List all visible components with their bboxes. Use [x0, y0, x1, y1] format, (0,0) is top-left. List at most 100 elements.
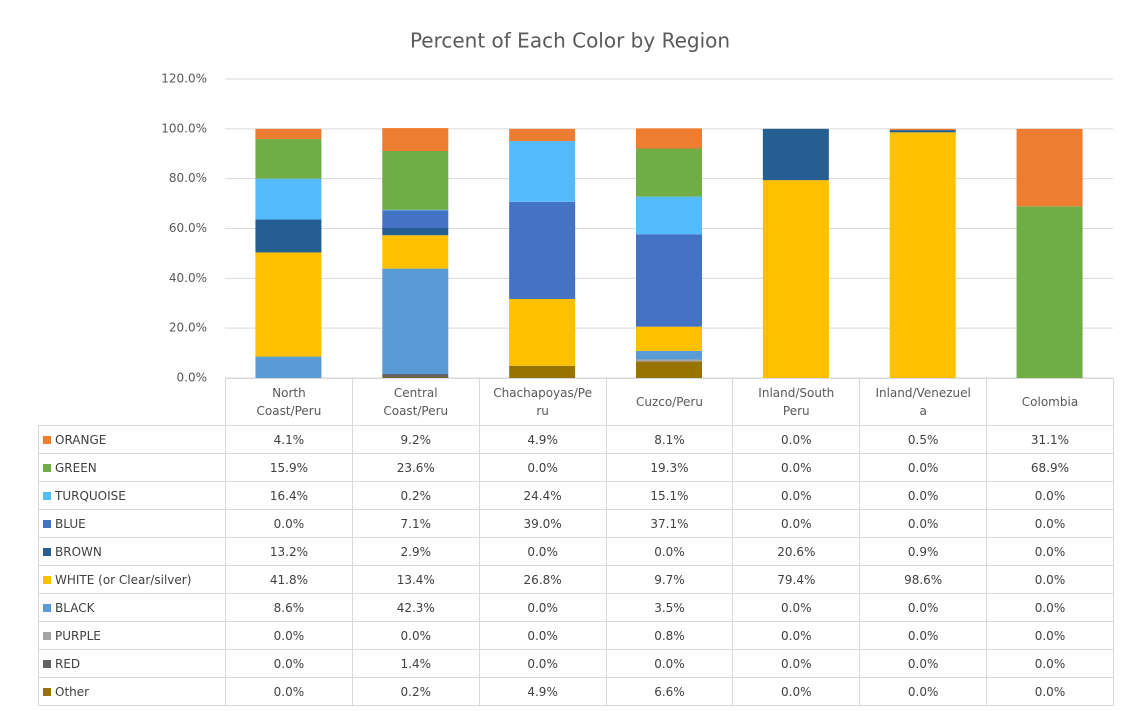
value-cell: 0.0%	[478, 453, 607, 482]
value-cell: 0.0%	[225, 649, 353, 678]
y-tick-label: 100.0%	[161, 121, 207, 135]
y-tick-label: 80.0%	[169, 171, 207, 185]
table-row: Other 0.0% 0.2% 4.9% 6.6% 0.0% 0.0% 0.0%	[38, 677, 1114, 706]
value-cell: 0.0%	[859, 677, 988, 706]
value-cell: 0.0%	[859, 593, 988, 622]
value-cell: 15.9%	[225, 453, 353, 482]
value-cell: 0.0%	[859, 453, 988, 482]
value-cell: 39.0%	[478, 509, 607, 538]
value-cell: 0.0%	[225, 621, 353, 650]
bar-segment	[636, 359, 702, 362]
value-cell: 7.1%	[351, 509, 480, 538]
category-cell: Central Coast/Peru	[351, 378, 480, 426]
bar-segment	[509, 201, 576, 300]
y-tick-label: 20.0%	[169, 321, 207, 335]
value-cell: 0.8%	[605, 621, 734, 650]
value-cell: 8.6%	[225, 593, 353, 622]
category-label: Inland/Venezuela	[875, 386, 971, 418]
value-cell: 24.4%	[478, 481, 607, 510]
table-row: ORANGE 4.1% 9.2% 4.9% 8.1% 0.0% 0.5% 31.1%	[38, 425, 1114, 454]
value-cell: 2.9%	[351, 537, 480, 566]
value-cell: 31.1%	[986, 425, 1114, 454]
legend-label: TURQUOISE	[55, 488, 126, 503]
bar-segment	[636, 196, 702, 235]
legend-label: ORANGE	[55, 432, 107, 447]
value-cell: 0.0%	[605, 537, 734, 566]
value-cell: 79.4%	[732, 565, 861, 594]
bar-segment	[255, 178, 322, 220]
legend-key	[43, 492, 51, 500]
bar-segment	[382, 128, 449, 152]
y-tick-label: 120.0%	[161, 72, 207, 86]
legend-key	[43, 632, 51, 640]
table-row: BLUE 0.0% 7.1% 39.0% 37.1% 0.0% 0.0% 0.0%	[38, 509, 1114, 538]
category-cell: Colombia	[986, 378, 1114, 426]
value-cell: 9.7%	[605, 565, 734, 594]
bar-segment	[762, 180, 829, 378]
category-label: Central Coast/Peru	[383, 386, 449, 418]
category-label: Chachapoyas/Peru	[493, 386, 592, 418]
table-header-row: North Coast/Peru Central Coast/Peru Chacha…	[39, 378, 1114, 426]
legend-label: RED	[55, 656, 81, 671]
legend-key	[43, 464, 51, 472]
value-cell: 0.5%	[859, 425, 988, 454]
bar-segment	[382, 374, 449, 378]
value-cell: 0.9%	[859, 537, 988, 566]
table-row: RED 0.0% 1.4% 0.0% 0.0% 0.0% 0.0% 0.0%	[38, 649, 1114, 678]
legend-label: Other	[55, 684, 90, 699]
value-cell: 6.6%	[605, 677, 734, 706]
value-cell: 0.0%	[732, 677, 861, 706]
value-cell: 0.0%	[986, 677, 1114, 706]
value-cell: 19.3%	[605, 453, 734, 482]
series-cell: BROWN	[38, 537, 226, 566]
value-cell: 41.8%	[225, 565, 353, 594]
series-cell: TURQUOISE	[38, 481, 226, 510]
series-cell: GREEN	[38, 453, 226, 482]
value-cell: 1.4%	[351, 649, 480, 678]
value-cell: 0.0%	[986, 537, 1114, 566]
category-label: Cuzco/Peru	[635, 395, 703, 409]
series-cell: RED	[38, 649, 226, 678]
bar-segment	[1016, 206, 1083, 378]
chart-title: Percent of Each Color by Region	[410, 29, 730, 53]
value-cell: 98.6%	[859, 565, 988, 594]
table-row: BROWN 13.2% 2.9% 0.0% 0.0% 20.6% 0.9% 0.0%	[38, 537, 1114, 566]
bar-segment	[382, 228, 449, 236]
value-cell: 0.0%	[478, 649, 607, 678]
value-cell: 0.0%	[732, 649, 861, 678]
value-cell: 0.0%	[986, 593, 1114, 622]
value-cell: 0.0%	[986, 509, 1114, 538]
bar-segment	[762, 128, 829, 181]
bar-segment	[889, 130, 956, 133]
value-cell: 3.5%	[605, 593, 734, 622]
series-cell: WHITE (or Clear/silver)	[38, 565, 226, 594]
value-cell: 0.0%	[859, 481, 988, 510]
table-row: GREEN 15.9% 23.6% 0.0% 19.3% 0.0% 0.0% 68.9%	[38, 453, 1114, 482]
value-cell: 4.9%	[478, 677, 607, 706]
value-cell: 26.8%	[478, 565, 607, 594]
bar-segment	[255, 139, 322, 179]
value-cell: 0.0%	[225, 509, 353, 538]
bar-segment	[382, 151, 449, 210]
value-cell: 0.0%	[478, 593, 607, 622]
value-cell: 0.2%	[351, 481, 480, 510]
bar-segment	[382, 268, 449, 375]
value-cell: 0.0%	[732, 621, 861, 650]
legend-key	[43, 604, 51, 612]
series-cell: BLUE	[38, 509, 226, 538]
value-cell: 4.1%	[225, 425, 353, 454]
value-cell: 0.0%	[478, 537, 607, 566]
table-row: BLACK 8.6% 42.3% 0.0% 3.5% 0.0% 0.0% 0.0%	[38, 593, 1114, 622]
legend-label: PURPLE	[55, 628, 101, 643]
legend-label: BLACK	[55, 600, 95, 615]
bar-segment	[255, 252, 322, 357]
bar-segment	[509, 128, 576, 142]
bar-segment	[889, 128, 956, 131]
value-cell: 0.2%	[351, 677, 480, 706]
value-cell: 0.0%	[859, 649, 988, 678]
legend-key	[43, 660, 51, 668]
bar-segment	[509, 299, 576, 366]
value-cell: 0.0%	[986, 621, 1114, 650]
category-label: North Coast/Peru	[256, 386, 322, 418]
value-cell: 15.1%	[605, 481, 734, 510]
